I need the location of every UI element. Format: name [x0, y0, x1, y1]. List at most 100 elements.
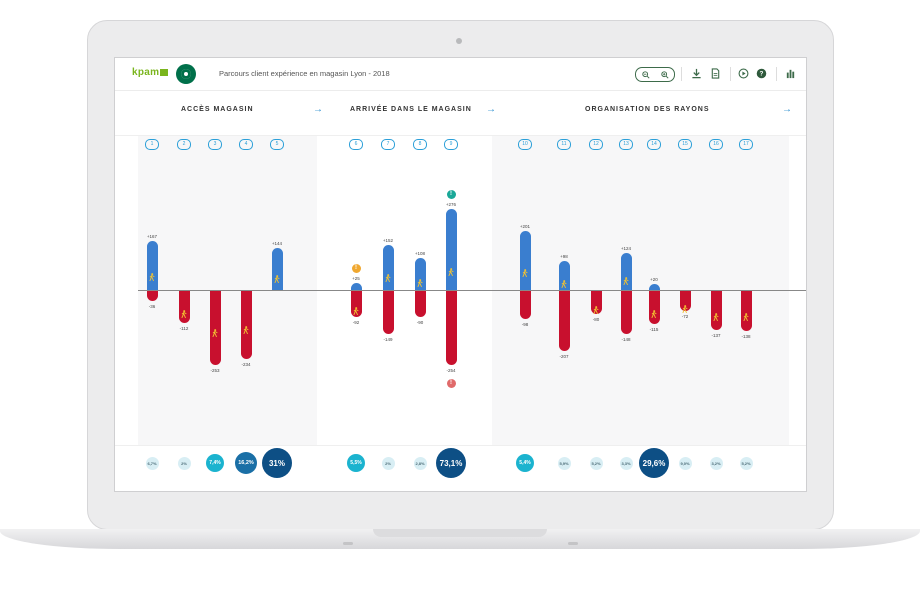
bar-negative[interactable] — [240, 290, 252, 360]
bar-positive[interactable] — [519, 230, 531, 290]
laptop-foot — [568, 542, 578, 545]
svg-text:?: ? — [760, 71, 764, 78]
step-badge[interactable]: 9 — [444, 139, 458, 150]
bar-value-label: -115 — [649, 326, 659, 332]
client-logo — [176, 64, 196, 84]
brand-logo[interactable]: kpam — [132, 67, 169, 78]
document-title: Parcours client expérience en magasin Ly… — [219, 69, 390, 78]
percentage-bubble[interactable]: 31% — [262, 448, 292, 478]
walker-icon — [713, 308, 719, 322]
percentage-bubble[interactable]: 5,9% — [557, 456, 571, 470]
percentage-bubble[interactable]: 5,4% — [516, 454, 534, 472]
header-divider — [115, 135, 806, 136]
bar-positive[interactable] — [414, 258, 426, 290]
walker-icon — [651, 305, 657, 319]
step-badge[interactable]: 7 — [381, 139, 395, 150]
percentage-bubble[interactable]: 5,5% — [347, 454, 365, 472]
percentage-bubble[interactable]: 29,6% — [639, 448, 669, 478]
section-title: ACCÈS MAGASIN — [181, 106, 254, 113]
zoom-in-icon[interactable] — [655, 68, 674, 81]
bar-negative[interactable] — [740, 290, 752, 331]
section-next-arrow[interactable]: → — [782, 104, 792, 115]
help-icon[interactable]: ? — [756, 68, 767, 79]
bar-value-label: -253 — [210, 367, 220, 373]
step-badge[interactable]: 3 — [208, 139, 222, 150]
step-badge[interactable]: 8 — [413, 139, 427, 150]
percentage-bubble[interactable]: 16,2% — [235, 452, 257, 474]
bar-negative[interactable] — [710, 290, 722, 331]
percentage-bubble[interactable]: 5,2% — [739, 456, 753, 470]
bar-positive[interactable] — [350, 282, 362, 290]
bar-value-label: -148 — [621, 336, 631, 342]
bar-negative[interactable] — [590, 290, 602, 314]
toolbar-divider — [730, 67, 731, 81]
bar-value-label: +201 — [519, 223, 531, 229]
alert-icon[interactable]: ! — [351, 263, 361, 273]
percentage-bubble[interactable]: 5,2% — [589, 456, 603, 470]
bar-value-label: +108 — [414, 251, 426, 257]
percentage-bubble[interactable]: 2% — [177, 456, 191, 470]
bar-positive[interactable] — [620, 253, 632, 290]
bar-negative[interactable] — [178, 290, 190, 324]
bar-positive[interactable] — [271, 247, 283, 290]
bar-value-label: -90 — [416, 319, 424, 325]
bar-value-label: +152 — [382, 238, 394, 244]
percentage-bubble[interactable]: 3,3% — [619, 456, 633, 470]
step-badge[interactable]: 11 — [557, 139, 571, 150]
alert-icon[interactable]: ! — [446, 189, 456, 199]
percentage-bubble[interactable]: 3,2% — [709, 456, 723, 470]
document-icon[interactable] — [710, 68, 721, 79]
step-badge[interactable]: 13 — [619, 139, 633, 150]
step-badge[interactable]: 4 — [239, 139, 253, 150]
bar-positive[interactable] — [648, 284, 660, 290]
walker-icon — [274, 270, 280, 284]
bar-negative[interactable] — [146, 290, 158, 301]
zoom-controls — [635, 67, 675, 82]
bar-negative[interactable] — [350, 290, 362, 318]
bar-value-label: -92 — [352, 320, 360, 326]
zoom-out-icon[interactable] — [636, 68, 655, 81]
walker-icon — [448, 263, 454, 277]
percentage-bubble[interactable]: 9,0% — [678, 456, 692, 470]
section-next-arrow[interactable]: → — [486, 104, 496, 115]
download-icon[interactable] — [691, 68, 702, 79]
bar-negative[interactable] — [445, 290, 457, 365]
step-badge[interactable]: 5 — [270, 139, 284, 150]
percentage-bubble[interactable]: 7,4% — [206, 454, 224, 472]
bar-value-label: -207 — [559, 354, 569, 360]
bar-negative[interactable] — [620, 290, 632, 334]
bar-chart-icon[interactable] — [785, 68, 796, 79]
step-badge[interactable]: 15 — [678, 139, 692, 150]
bar-value-label: -137 — [711, 333, 721, 339]
play-icon[interactable] — [738, 68, 749, 79]
step-badge[interactable]: 12 — [589, 139, 603, 150]
section-next-arrow[interactable]: → — [313, 104, 323, 115]
walker-icon — [623, 272, 629, 286]
bar-positive[interactable] — [146, 240, 158, 290]
step-badge[interactable]: 6 — [349, 139, 363, 150]
walker-icon — [593, 301, 599, 314]
walker-icon — [682, 300, 688, 313]
step-badge[interactable]: 16 — [709, 139, 723, 150]
step-badge[interactable]: 1 — [145, 139, 159, 150]
bar-negative[interactable] — [382, 290, 394, 334]
bar-negative[interactable] — [414, 290, 426, 317]
bar-positive[interactable] — [382, 245, 394, 290]
bar-positive[interactable] — [445, 208, 457, 290]
step-badge[interactable]: 17 — [739, 139, 753, 150]
percentage-bubble[interactable]: 6,7% — [145, 456, 159, 470]
percentage-bubble[interactable]: 73,1% — [436, 448, 466, 478]
bar-value-label: -98 — [521, 321, 529, 327]
step-badge[interactable]: 10 — [518, 139, 532, 150]
bar-negative[interactable] — [648, 290, 660, 324]
step-badge[interactable]: 14 — [647, 139, 661, 150]
bar-negative[interactable] — [558, 290, 570, 352]
percentage-bubble[interactable]: 2,8% — [413, 456, 427, 470]
step-badge[interactable]: 2 — [177, 139, 191, 150]
bar-negative[interactable] — [209, 290, 221, 365]
bar-negative[interactable] — [519, 290, 531, 319]
bar-negative[interactable] — [679, 290, 691, 312]
percentage-bubble[interactable]: 2% — [381, 456, 395, 470]
alert-icon[interactable]: ! — [446, 378, 456, 388]
bar-positive[interactable] — [558, 261, 570, 290]
